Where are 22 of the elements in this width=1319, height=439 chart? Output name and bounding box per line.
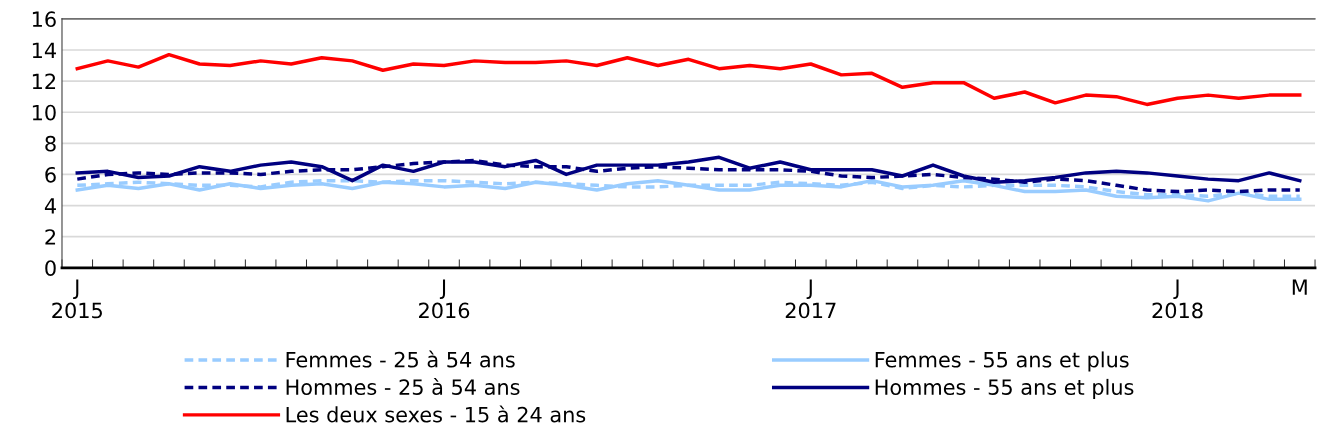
y-tick-label: 2: [45, 229, 56, 245]
legend-label: Hommes - 55 ans et plus: [875, 378, 1134, 400]
line-series: [75, 178, 1302, 203]
x-tick-label: J 2018: [1152, 279, 1203, 319]
x-tick-label: J 2015: [52, 279, 102, 319]
y-tick-label: 0: [45, 260, 56, 276]
y-tick-label: 10: [32, 104, 56, 121]
line-series: [75, 52, 1302, 107]
y-tick-label: 4: [44, 198, 56, 214]
line-series: [75, 158, 1302, 194]
y-tick-label: 14: [32, 42, 56, 58]
y-tick-label: 12: [32, 73, 56, 90]
legend-label: Les deux sexes - 15 à 24 ans: [286, 405, 586, 423]
legend-label: Femmes - 25 à 54 ans: [286, 350, 515, 368]
legend-label: Femmes - 55 ans et plus: [875, 351, 1129, 372]
y-tick-label: 16: [32, 11, 56, 28]
y-tick-label: 8: [45, 135, 56, 152]
x-tick-label: J 2017: [785, 279, 836, 319]
x-tick-label: J 2016: [419, 279, 470, 319]
x-tick-label: M: [1292, 279, 1307, 295]
y-tick-label: 6: [45, 166, 56, 183]
legend-label: Hommes - 25 à 54 ans: [286, 378, 520, 396]
